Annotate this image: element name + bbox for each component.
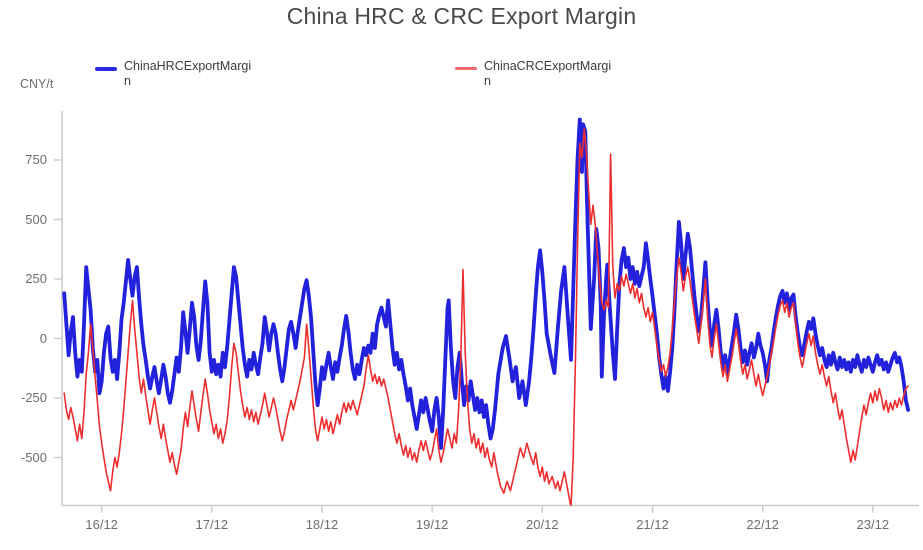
x-tick-label: 22/12 bbox=[746, 517, 779, 532]
legend-item-crc[interactable]: ChinaCRCExportMargin bbox=[455, 59, 615, 89]
hrc-line-swatch-icon bbox=[95, 67, 117, 71]
crc-series-line bbox=[63, 128, 909, 506]
hrc-legend-label: ChinaHRCExportMargin bbox=[124, 59, 252, 88]
y-tick-label: 250 bbox=[25, 271, 47, 286]
y-tick-label: 500 bbox=[25, 211, 47, 227]
y-tick-label: -500 bbox=[20, 449, 47, 465]
y-tick-label: 750 bbox=[25, 152, 47, 167]
hrc-series-line bbox=[62, 117, 910, 450]
x-tick-label: 16/12 bbox=[85, 517, 118, 532]
chart-title: China HRC & CRC Export Margin bbox=[286, 3, 637, 29]
y-axis-unit-label: CNY/t bbox=[20, 77, 54, 91]
y-tick-label: -250 bbox=[20, 390, 47, 405]
x-tick-label: 19/12 bbox=[415, 517, 449, 532]
x-tick-label: 20/12 bbox=[526, 517, 559, 532]
crc-legend-label: ChinaCRCExportMargin bbox=[484, 59, 612, 88]
x-tick-label: 18/12 bbox=[305, 517, 339, 532]
x-tick-label: 21/12 bbox=[636, 517, 669, 532]
legend-item-hrc[interactable]: ChinaHRCExportMargin bbox=[95, 59, 255, 89]
x-tick-label: 23/12 bbox=[856, 517, 890, 532]
x-tick-label: 17/12 bbox=[195, 517, 229, 532]
crc-line-swatch-icon bbox=[455, 67, 477, 70]
y-tick-label: 0 bbox=[39, 330, 47, 346]
